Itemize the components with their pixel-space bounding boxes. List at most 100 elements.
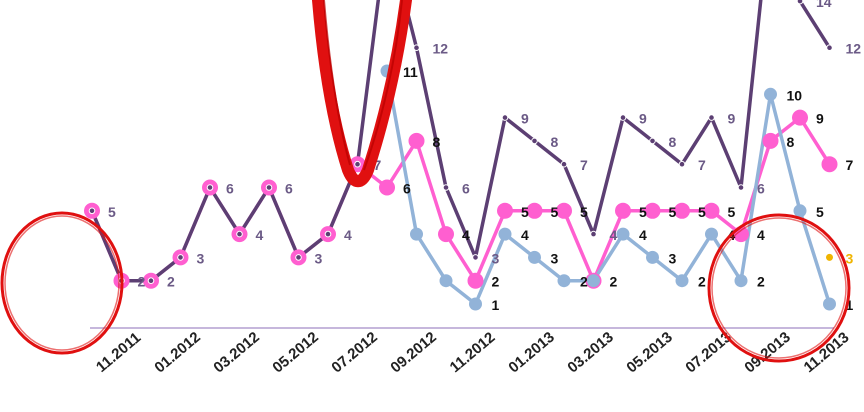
series-point-pink xyxy=(792,109,808,126)
data-label-purple: 3 xyxy=(197,250,205,266)
data-label-purple: 5 xyxy=(108,204,116,220)
annotation-circle-left-inner xyxy=(4,215,120,351)
data-label-blue: 5 xyxy=(816,204,824,220)
data-label-purple: 9 xyxy=(728,111,736,127)
data-label-purple: 3 xyxy=(492,250,500,266)
series-line-blue xyxy=(385,70,832,306)
data-label-pink: 6 xyxy=(403,181,411,197)
data-label-pink: 5 xyxy=(698,204,706,220)
annotation-u-shape-strokes xyxy=(323,0,403,171)
series-point-purple xyxy=(88,207,96,215)
data-label-blue: 1 xyxy=(846,297,854,313)
series-point-blue xyxy=(439,274,453,288)
data-label-pink: 5 xyxy=(580,204,588,220)
data-label-purple: 4 xyxy=(256,227,264,243)
data-label-purple: 12 xyxy=(846,41,862,57)
data-label-blue: 2 xyxy=(757,274,765,290)
series-point-blue xyxy=(705,227,718,241)
series-point-pink xyxy=(497,202,513,219)
series-point-pink xyxy=(821,156,838,173)
x-tick-label: 11.2013 xyxy=(801,329,853,376)
series-point-pink xyxy=(674,202,690,219)
data-label-purple: 2 xyxy=(138,274,146,290)
data-label-pink: 5 xyxy=(521,204,529,220)
series-point-pink xyxy=(615,202,631,219)
annotation-circle-left xyxy=(0,211,124,355)
series-point-pink xyxy=(379,179,395,196)
series-point-purple xyxy=(295,254,302,261)
series-point-purple xyxy=(708,114,715,121)
data-label-blue: 10 xyxy=(787,87,803,103)
data-label-pink: 5 xyxy=(728,204,736,220)
series-point-purple xyxy=(501,114,509,121)
series-point-purple xyxy=(560,160,568,168)
data-label-pink: 5 xyxy=(551,204,559,220)
data-label-purple: 4 xyxy=(610,227,618,243)
annotation-u-shape xyxy=(312,0,412,188)
series-point-purple xyxy=(413,44,420,52)
data-label-pink: 2 xyxy=(492,274,500,290)
data-label-pink: 8 xyxy=(433,134,441,150)
series-point-purple xyxy=(590,230,597,238)
series-point-purple xyxy=(649,137,656,145)
data-label-blue: 2 xyxy=(580,274,588,290)
data-label-purple: 6 xyxy=(285,181,293,197)
series-point-blue xyxy=(646,250,659,264)
data-label-pink: 8 xyxy=(787,134,795,150)
series-point-purple xyxy=(324,230,332,238)
data-label-blue: 3 xyxy=(669,250,677,266)
series-point-blue xyxy=(764,87,777,101)
series-point-purple xyxy=(236,230,243,238)
series-point-pink xyxy=(408,132,425,149)
series-point-pink xyxy=(644,202,661,219)
data-label-purple: 14 xyxy=(816,0,832,10)
x-tick-label: 11.2012 xyxy=(447,329,499,376)
series-point-blue xyxy=(557,274,571,288)
series-point-blue xyxy=(587,274,600,288)
series-point-pink xyxy=(762,132,779,149)
data-label-purple: 8 xyxy=(669,134,677,150)
data-label-purple: 9 xyxy=(639,111,647,127)
series-point-blue xyxy=(793,204,807,218)
series-point-pink xyxy=(467,272,484,289)
series-point-purple xyxy=(147,277,155,285)
series-point-pink xyxy=(703,202,720,219)
series-point-blue xyxy=(616,227,630,241)
data-label-purple: 7 xyxy=(698,157,706,173)
series-point-blue xyxy=(823,297,836,311)
data-label-purple: 6 xyxy=(226,181,234,197)
data-label-blue: 11 xyxy=(403,64,418,80)
series-point-blue xyxy=(469,297,482,311)
data-label-blue: 1 xyxy=(492,297,500,313)
series-point-purple xyxy=(472,254,479,261)
series-point-purple xyxy=(531,137,538,145)
series-point-pink xyxy=(526,202,543,219)
data-label-blue: 2 xyxy=(610,274,618,290)
data-label-purple: 2 xyxy=(167,274,175,290)
series-point-yellow xyxy=(826,253,833,261)
series-point-blue xyxy=(528,250,541,264)
annotation-circle-right-inner xyxy=(711,217,847,359)
x-tick-label: 03.2012 xyxy=(210,329,262,377)
data-label-pink: 4 xyxy=(462,227,470,243)
series-point-purple xyxy=(265,184,273,191)
series-point-blue xyxy=(675,274,689,288)
series-point-purple xyxy=(442,184,450,191)
data-label-blue: 4 xyxy=(639,227,647,243)
series-point-blue xyxy=(498,227,512,241)
series-point-pink xyxy=(556,202,572,219)
x-tick-label: 03.2013 xyxy=(564,329,616,377)
data-label-purple: 4 xyxy=(344,227,352,243)
series-point-purple xyxy=(619,114,627,121)
data-label-pink: 7 xyxy=(846,157,854,173)
series-point-purple xyxy=(826,44,833,52)
data-label-purple: 9 xyxy=(521,111,529,127)
x-tick-label: 05.2013 xyxy=(623,329,675,377)
x-tick-label: 05.2012 xyxy=(269,329,321,377)
series-point-blue xyxy=(734,274,748,288)
data-label-pink: 9 xyxy=(816,111,824,127)
x-tick-label: 01.2012 xyxy=(151,329,203,377)
series-point-purple xyxy=(206,184,214,191)
